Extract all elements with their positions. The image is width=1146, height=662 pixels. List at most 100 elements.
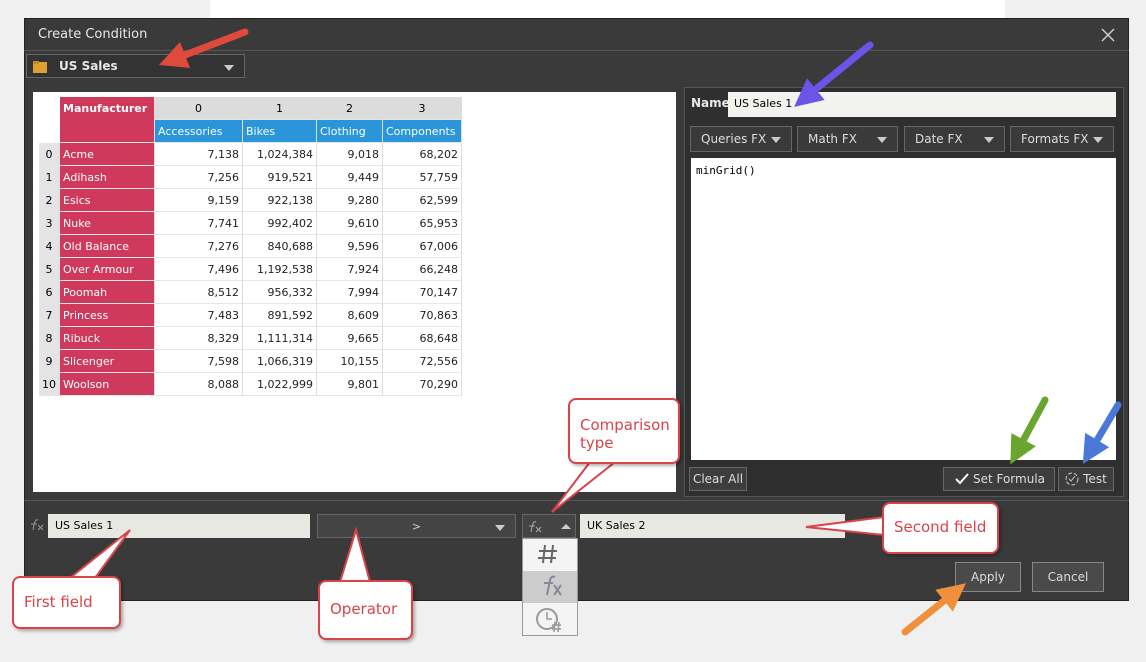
code-editor[interactable]: minGrid()	[691, 158, 1116, 460]
row-index: 0	[39, 143, 60, 166]
row-index: 9	[39, 350, 60, 373]
check-icon	[955, 473, 969, 485]
data-cell: 1,111,314	[243, 327, 317, 350]
data-cell: 9,159	[155, 189, 243, 212]
apply-button[interactable]: Apply	[955, 562, 1021, 592]
divider	[24, 500, 1129, 501]
clear-all-button[interactable]: Clear All	[689, 467, 747, 491]
row-index: 1	[39, 166, 60, 189]
data-cell: 922,138	[243, 189, 317, 212]
operator-value: >	[411, 520, 422, 533]
callout: First field	[12, 576, 121, 629]
data-cell: 8,512	[155, 281, 243, 304]
data-cell: 62,599	[383, 189, 462, 212]
data-cell: 7,496	[155, 258, 243, 281]
row-index: 6	[39, 281, 60, 304]
callout: Comparison type	[568, 398, 680, 464]
name-label: Name	[691, 96, 730, 110]
data-cell: 57,759	[383, 166, 462, 189]
function-menu[interactable]: Date FX	[904, 126, 1005, 152]
data-cell: 66,248	[383, 258, 462, 281]
data-cell: 68,648	[383, 327, 462, 350]
data-cell: 7,994	[317, 281, 383, 304]
row-index: 8	[39, 327, 60, 350]
callout: Second field	[882, 502, 999, 554]
menu-label: Math FX	[808, 132, 857, 146]
set-formula-label: Set Formula	[972, 472, 1046, 486]
name-input[interactable]: US Sales 1	[728, 92, 1116, 117]
data-cell: 7,741	[155, 212, 243, 235]
data-cell: 956,332	[243, 281, 317, 304]
data-cell: 1,024,384	[243, 143, 317, 166]
data-cell: 7,256	[155, 166, 243, 189]
callout: Operator	[318, 580, 413, 640]
row-header: Poomah	[60, 281, 155, 304]
fx-icon	[31, 519, 44, 531]
column-index: 2	[317, 97, 383, 120]
data-cell: 70,290	[383, 373, 462, 396]
data-cell: 1,192,538	[243, 258, 317, 281]
data-cell: 7,138	[155, 143, 243, 166]
column-header: Clothing	[317, 120, 383, 143]
divider	[24, 50, 1129, 51]
data-cell: 67,006	[383, 235, 462, 258]
data-cell: 68,202	[383, 143, 462, 166]
data-cell: 70,863	[383, 304, 462, 327]
data-cell: 992,402	[243, 212, 317, 235]
operator-dropdown[interactable]: >	[317, 514, 516, 538]
data-cell: 7,598	[155, 350, 243, 373]
function-menu[interactable]: Formats FX	[1010, 126, 1114, 152]
close-button[interactable]	[1100, 27, 1116, 43]
data-cell: 8,609	[317, 304, 383, 327]
test-icon	[1065, 472, 1079, 486]
row-header: Adihash	[60, 166, 155, 189]
data-cell: 70,147	[383, 281, 462, 304]
data-cell: 8,329	[155, 327, 243, 350]
row-header: Woolson	[60, 373, 155, 396]
menu-label: Date FX	[915, 132, 963, 146]
data-cell: 7,924	[317, 258, 383, 281]
row-index: 4	[39, 235, 60, 258]
row-header: Princess	[60, 304, 155, 327]
column-index: 1	[243, 97, 317, 120]
data-cell: 9,801	[317, 373, 383, 396]
cancel-button[interactable]: Cancel	[1032, 562, 1104, 592]
data-cell: 9,610	[317, 212, 383, 235]
background-window	[210, 0, 1005, 18]
data-cell: 7,483	[155, 304, 243, 327]
column-index: 3	[383, 97, 462, 120]
second-field-input[interactable]: UK Sales 2	[580, 514, 845, 538]
set-formula-button[interactable]: Set Formula	[943, 467, 1055, 491]
row-header: Acme	[60, 143, 155, 166]
row-header: Ribuck	[60, 327, 155, 350]
test-label: Test	[1083, 472, 1107, 486]
source-dropdown[interactable]: US Sales	[26, 54, 245, 78]
row-index: 5	[39, 258, 60, 281]
data-cell: 9,280	[317, 189, 383, 212]
comparison-type-menu	[522, 538, 578, 636]
column-header: Accessories	[155, 120, 243, 143]
row-index: 10	[39, 373, 60, 396]
data-cell: 891,592	[243, 304, 317, 327]
row-header: Over Armour	[60, 258, 155, 281]
data-cell: 1,022,999	[243, 373, 317, 396]
data-cell: 1,066,319	[243, 350, 317, 373]
function-menu[interactable]: Queries FX	[690, 126, 792, 152]
data-cell: 10,155	[317, 350, 383, 373]
data-cell: 9,596	[317, 235, 383, 258]
first-field-input[interactable]: US Sales 1	[48, 514, 310, 538]
row-index: 2	[39, 189, 60, 212]
comparison-type-button[interactable]	[522, 514, 576, 538]
source-name: US Sales	[59, 59, 118, 73]
menu-label: Formats FX	[1021, 132, 1089, 146]
data-cell: 8,088	[155, 373, 243, 396]
test-button[interactable]: Test	[1058, 467, 1114, 491]
column-header: Bikes	[243, 120, 317, 143]
function-menu[interactable]: Math FX	[797, 126, 898, 152]
data-cell: 65,953	[383, 212, 462, 235]
data-cell: 9,665	[317, 327, 383, 350]
data-cell: 9,018	[317, 143, 383, 166]
row-header: Esics	[60, 189, 155, 212]
